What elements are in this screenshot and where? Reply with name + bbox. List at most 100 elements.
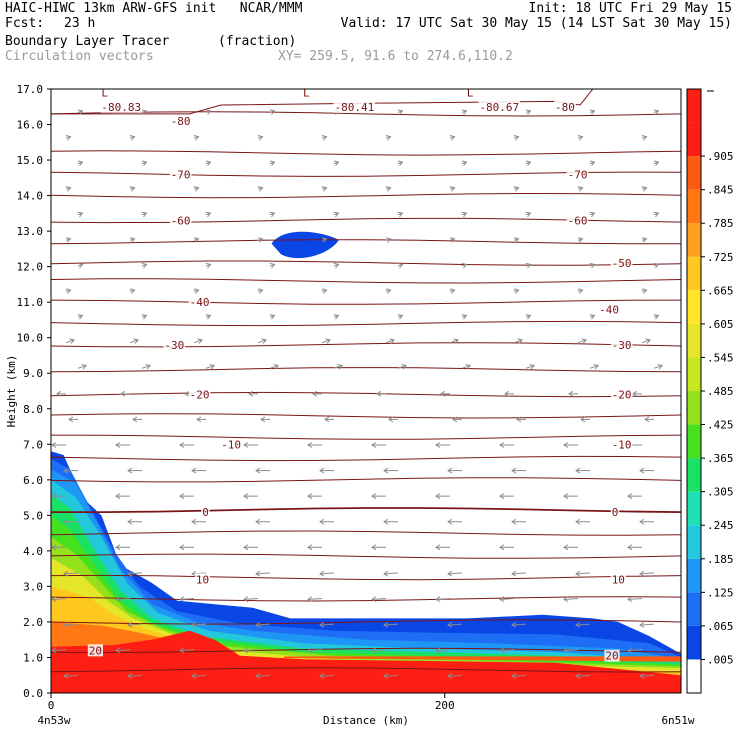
vector-arrowhead — [397, 211, 404, 218]
vector-arrowhead — [179, 647, 185, 654]
vector-arrowhead — [141, 314, 148, 320]
init-time: Init: 18 UTC Fri 29 May 15 — [528, 1, 733, 16]
colorbar-label: .185 — [707, 553, 734, 566]
vector-arrowhead — [525, 109, 532, 115]
vector-arrow — [243, 649, 259, 652]
vector-arrowhead — [321, 134, 328, 141]
vector-arrowhead — [273, 363, 279, 370]
vector-arrowhead — [435, 596, 441, 603]
vector-arrow — [307, 649, 323, 652]
vector-arrowhead — [589, 160, 596, 167]
contour-line-0 — [51, 111, 681, 117]
colorbar-cell — [687, 558, 701, 593]
vector-arrowhead — [371, 442, 377, 448]
vector-arrowhead — [255, 621, 261, 628]
vector-arrowhead — [65, 186, 72, 192]
vector-arrowhead — [627, 493, 633, 500]
contour-label: -20 — [190, 389, 210, 402]
vector-arrowhead — [184, 390, 190, 397]
vector-arrowhead — [376, 390, 382, 397]
contour-line-5 — [51, 239, 681, 245]
colorbar-cell — [687, 357, 701, 391]
vector-arrow — [461, 365, 471, 369]
upper-tracer-blob — [271, 231, 339, 259]
vector-arrow — [435, 597, 451, 600]
vector-arrowhead — [511, 467, 517, 474]
vector-arrow — [63, 572, 79, 575]
vector-arrowhead — [435, 493, 441, 500]
tracer-surface-band — [51, 687, 681, 693]
vector-arrowhead — [440, 390, 446, 397]
vector-arrow — [639, 674, 655, 677]
vector-arrowhead — [461, 211, 468, 218]
vector-arrow — [639, 623, 655, 626]
vector-arrowhead — [641, 288, 648, 294]
vector-arrowhead — [145, 363, 151, 370]
vector-arrowhead — [127, 518, 133, 525]
y-tick-label: 11.0 — [17, 296, 44, 309]
contour-line-11 — [51, 367, 681, 373]
vector-arrowhead — [397, 314, 404, 320]
vector-arrowhead — [449, 288, 456, 294]
vector-arrowhead — [575, 621, 581, 628]
vector-arrowhead — [653, 211, 660, 218]
vector-arrowhead — [389, 338, 395, 344]
contour-line-22 — [51, 619, 681, 625]
y-tick-label: 9.0 — [23, 367, 43, 380]
colorbar-cell — [687, 156, 701, 190]
vector-arrowhead — [371, 544, 377, 551]
vector-arrow — [435, 649, 451, 652]
cross-section-endpoints: XY= 259.5, 91.6 to 274.6,110.2 — [278, 49, 513, 64]
contour-label-bg — [566, 168, 589, 181]
model-title: HAIC-HIWC 13km ARW-GFS init NCAR/MMM — [5, 1, 303, 16]
vector-arrow — [255, 623, 271, 626]
contour-label: 0 — [612, 506, 619, 519]
colorbar-label: .365 — [707, 452, 734, 465]
vector-arrowhead — [447, 621, 453, 628]
colorbar-cell — [687, 491, 701, 526]
vector-arrowhead — [385, 237, 392, 243]
contour-label: -80 — [171, 115, 191, 128]
vector-arrowhead — [461, 314, 468, 320]
vector-arrowhead — [465, 363, 471, 370]
vector-arrowhead — [205, 160, 212, 167]
contour-line-16 — [51, 477, 681, 483]
colorbar-cell — [687, 256, 701, 291]
contour-line-18 — [51, 530, 681, 536]
vector-arrow — [191, 623, 207, 626]
vector-arrowhead — [115, 596, 121, 603]
vector-arrowhead — [319, 673, 325, 679]
vector-arrow — [575, 572, 591, 575]
contour-line-10 — [51, 342, 681, 348]
vector-arrowhead — [513, 288, 520, 294]
vector-arrow — [511, 572, 527, 575]
vector-arrowhead — [321, 288, 328, 294]
vector-arrowhead — [243, 647, 249, 654]
vector-arrowhead — [69, 338, 75, 344]
vector-arrowhead — [56, 390, 62, 397]
y-tick-label: 13.0 — [17, 225, 44, 238]
y-tick-label: 2.0 — [23, 616, 43, 629]
x-tick-label: 200 — [435, 699, 455, 712]
plot-frame — [50, 88, 682, 694]
vector-arrowhead — [319, 518, 325, 525]
vector-arrowhead — [632, 390, 638, 397]
contour-label: -20 — [612, 389, 632, 402]
contour-line-24 — [51, 667, 681, 673]
vector-arrowhead — [447, 570, 453, 577]
contour-label-bg — [169, 114, 192, 127]
vector-arrowhead — [385, 288, 392, 294]
vector-arrowhead — [65, 134, 72, 141]
colorbar-cell — [687, 323, 701, 358]
contour-label-bg — [610, 257, 633, 270]
vector-arrowhead — [383, 673, 389, 679]
contour-label: -30 — [612, 339, 632, 352]
vector-arrowhead — [563, 596, 569, 603]
vector-arrowhead — [563, 544, 569, 551]
vector-arrowhead — [307, 442, 313, 448]
vector-arrow — [179, 597, 195, 600]
vector-arrowhead — [452, 416, 458, 423]
vector-arrowhead — [641, 186, 648, 192]
vector-arrowhead — [141, 109, 148, 115]
